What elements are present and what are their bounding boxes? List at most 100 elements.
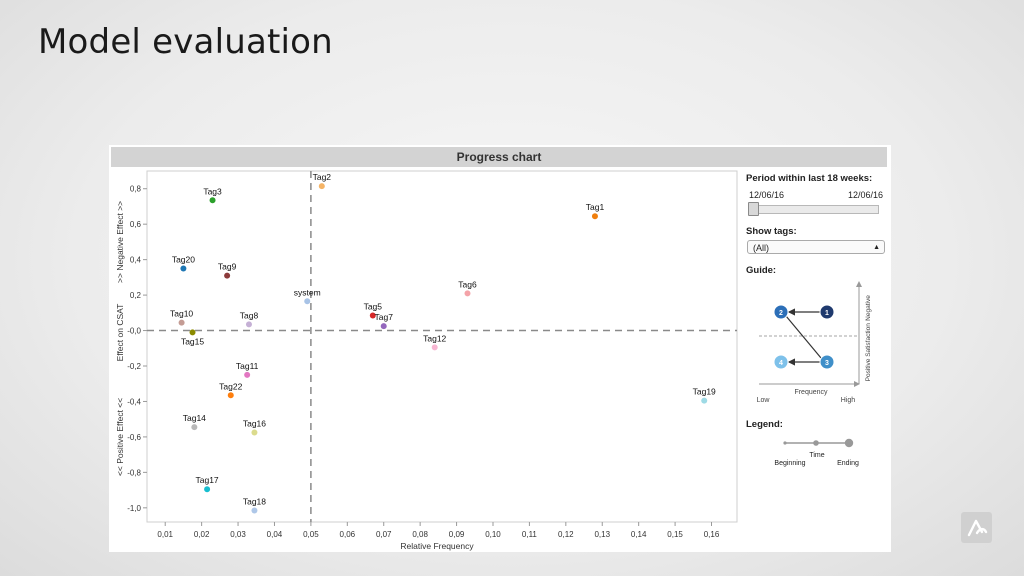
x-tick-label: 0,14 — [631, 530, 647, 539]
data-point-tag8 — [245, 321, 252, 328]
brand-logo — [961, 512, 992, 543]
data-point-tag9 — [224, 272, 231, 279]
guide-diagram: 1 2 3 4 Frequency Low High Negative Sati… — [757, 281, 872, 404]
x-tick-label: 0,02 — [194, 530, 210, 539]
x-tick-label: 0,07 — [376, 530, 392, 539]
data-label-tag12: Tag12 — [423, 333, 446, 343]
data-label-tag9: Tag9 — [218, 262, 237, 272]
x-tick-label: 0,16 — [704, 530, 720, 539]
data-label-tag17: Tag17 — [196, 475, 219, 485]
select-arrows-icon: ▲ — [873, 244, 880, 251]
data-point-tag1 — [591, 213, 598, 220]
period-slider-handle[interactable] — [748, 202, 759, 216]
data-label-tag15: Tag15 — [181, 336, 204, 346]
y-tick-label: -0,0 — [127, 327, 141, 336]
data-label-system: system — [294, 287, 321, 297]
y-tick-label: 0,4 — [130, 256, 142, 265]
data-point-tag12 — [431, 344, 438, 351]
data-label-tag6: Tag6 — [458, 279, 477, 289]
data-point-tag18 — [251, 507, 258, 514]
x-tick-label: 0,08 — [412, 530, 428, 539]
guide-node-3-label: 3 — [825, 360, 829, 367]
y-axis-label: Effect on CSAT — [115, 304, 125, 362]
data-point-tag6 — [464, 290, 471, 297]
y-tick-label: 0,8 — [130, 185, 142, 194]
guide-node-2 — [773, 304, 789, 320]
x-tick-label: 0,15 — [667, 530, 683, 539]
legend-dot-ending — [844, 438, 854, 448]
data-label-tag7: Tag7 — [375, 312, 394, 322]
x-tick-label: 0,09 — [449, 530, 465, 539]
data-point-tag3 — [209, 197, 216, 204]
y-tick-label: -0,6 — [127, 433, 141, 442]
data-label-tag10: Tag10 — [170, 309, 193, 319]
guide-node-1 — [819, 304, 835, 320]
data-point-tag16 — [251, 429, 258, 436]
y-tick-label: -1,0 — [127, 504, 141, 513]
data-point-tag10 — [178, 319, 185, 326]
data-point-system — [304, 298, 311, 305]
guide-xlabel-frequency: Frequency — [794, 389, 828, 396]
data-label-tag16: Tag16 — [243, 418, 266, 428]
data-point-tag11 — [244, 371, 251, 378]
y-tick-label: -0,2 — [127, 362, 141, 371]
legend-ending-label: Ending — [837, 460, 859, 467]
data-point-tag5 — [369, 312, 376, 319]
data-label-tag18: Tag18 — [243, 496, 266, 506]
y-tick-label: -0,4 — [127, 397, 141, 406]
guide-arrow-2-3 — [785, 315, 822, 359]
tags-select-value: (All) — [753, 243, 769, 253]
data-label-tag19: Tag19 — [693, 387, 716, 397]
data-point-tag15 — [189, 329, 196, 336]
x-tick-label: 0,03 — [230, 530, 246, 539]
guide-ylabel-negative: Negative — [865, 295, 872, 321]
data-point-tag7 — [380, 323, 387, 330]
legend-diagram: Time Beginning Ending — [774, 438, 859, 467]
legend-dot-beginning — [783, 441, 787, 445]
legend-dot-mid — [813, 440, 819, 446]
x-tick-label: 0,05 — [303, 530, 319, 539]
data-label-tag1: Tag1 — [586, 202, 605, 212]
legend-time-label: Time — [809, 452, 824, 459]
data-label-tag3: Tag3 — [203, 186, 222, 196]
legend-label: Legend: — [746, 419, 783, 430]
guide-node-3 — [819, 354, 835, 370]
show-tags-label: Show tags: — [746, 226, 797, 237]
y-tick-label: -0,8 — [127, 468, 141, 477]
legend-beginning-label: Beginning — [774, 460, 805, 467]
data-label-tag5: Tag5 — [364, 301, 383, 311]
guide-ylabel-satisfaction: Satisfaction — [865, 323, 872, 357]
x-tick-label: 0,11 — [522, 530, 538, 539]
plot-frame — [146, 170, 738, 523]
slide-title: Model evaluation — [38, 22, 333, 62]
guide-xlabel-low: Low — [757, 397, 771, 404]
brand-logo-icon — [967, 519, 988, 537]
period-slider-track[interactable] — [749, 205, 879, 214]
period-end: 12/06/16 — [848, 190, 884, 200]
data-label-tag14: Tag14 — [183, 413, 206, 423]
guide-label: Guide: — [746, 265, 777, 276]
guide-node-4-label: 4 — [779, 360, 783, 367]
data-point-tag19 — [701, 397, 708, 404]
data-label-tag20: Tag20 — [172, 255, 195, 265]
period-start: 12/06/16 — [749, 190, 785, 200]
y-tick-label: 0,6 — [130, 220, 142, 229]
y-axis-label-bottom: << Positive Effect << — [115, 398, 125, 476]
progress-chart-panel: Progress chart 0,01 0,02 0,03 0,04 0,05 0,06 0… — [109, 145, 891, 552]
data-point-tag14 — [191, 424, 198, 431]
x-tick-label: 0,13 — [594, 530, 610, 539]
data-point-tag17 — [204, 486, 211, 493]
x-tick-label: 0,10 — [485, 530, 501, 539]
guide-node-1-label: 1 — [825, 310, 829, 317]
data-point-tag20 — [180, 265, 187, 272]
data-point-tag22 — [227, 392, 234, 399]
data-label-tag8: Tag8 — [240, 310, 259, 320]
tags-select[interactable]: (All) ▲ — [747, 240, 885, 254]
scatter-chart: 0,01 0,02 0,03 0,04 0,05 0,06 0,07 0,08 0,09 0,10… — [115, 170, 738, 551]
x-tick-label: 0,12 — [558, 530, 574, 539]
guide-node-4 — [773, 354, 789, 370]
data-point-tag2 — [318, 183, 325, 190]
x-axis-label: Relative Frequency — [400, 541, 474, 551]
guide-xlabel-high: High — [841, 397, 856, 404]
x-tick-label: 0,06 — [340, 530, 356, 539]
